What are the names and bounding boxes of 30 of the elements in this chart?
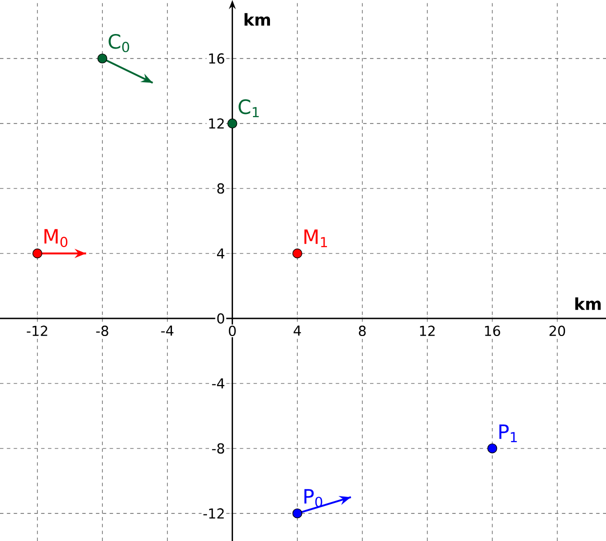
point: [97, 54, 108, 64]
y-tick-label: -12: [203, 508, 224, 518]
y-tick-label: 0: [217, 313, 224, 324]
x-tick-label: -4: [161, 326, 174, 336]
y-axis-title: km: [244, 13, 270, 26]
annotation: M$_{1}$: [304, 230, 327, 248]
point: [292, 248, 302, 258]
x-axis-title: km: [575, 297, 601, 310]
y-tick-label: -8: [212, 443, 224, 454]
y-tick-label: -4: [212, 378, 224, 388]
annotation: M$_{0}$: [44, 229, 68, 248]
x-tick-label: 20: [550, 326, 566, 336]
x-tick-label: 12: [420, 326, 435, 336]
x-tick-label: 0: [228, 326, 236, 336]
x-tick-label: 8: [358, 326, 366, 336]
x-tick-label: -12: [26, 326, 48, 336]
annotation: C$_{0}$: [108, 34, 130, 52]
point: [32, 248, 42, 258]
x-tick-label: 16: [485, 326, 500, 336]
y-tick-label: 8: [217, 183, 224, 194]
annotation: C$_{1}$: [238, 99, 259, 118]
y-tick-label: 16: [209, 53, 224, 64]
annotation: P$_{1}$: [499, 424, 517, 442]
point: [487, 443, 498, 454]
y-tick-label: 12: [209, 118, 224, 129]
point: [292, 508, 302, 518]
y-tick-label: 4: [217, 248, 224, 258]
x-tick-label: -8: [96, 326, 108, 336]
point: [227, 118, 238, 128]
x-tick-label: 4: [294, 326, 301, 336]
